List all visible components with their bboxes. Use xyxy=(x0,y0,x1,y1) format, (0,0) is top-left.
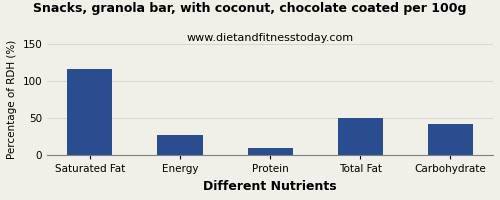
Bar xyxy=(428,124,473,155)
Text: Snacks, granola bar, with coconut, chocolate coated per 100g: Snacks, granola bar, with coconut, choco… xyxy=(34,2,467,15)
Bar xyxy=(158,135,202,155)
Bar xyxy=(68,69,112,155)
Title: www.dietandfitnesstoday.com: www.dietandfitnesstoday.com xyxy=(186,33,354,43)
Bar xyxy=(338,118,382,155)
Y-axis label: Percentage of RDH (%): Percentage of RDH (%) xyxy=(7,40,17,159)
Bar xyxy=(248,148,292,155)
X-axis label: Different Nutrients: Different Nutrients xyxy=(204,180,337,193)
